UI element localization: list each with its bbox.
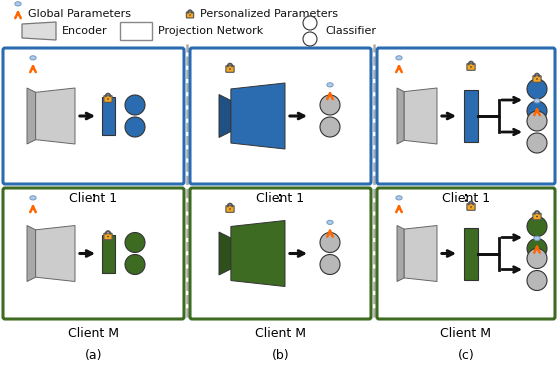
FancyBboxPatch shape	[3, 188, 184, 319]
Text: Global Parameters: Global Parameters	[28, 9, 131, 19]
Circle shape	[229, 68, 231, 70]
Circle shape	[125, 232, 145, 253]
Text: (b): (b)	[272, 349, 289, 362]
Circle shape	[125, 95, 145, 115]
Circle shape	[107, 236, 109, 237]
Circle shape	[527, 217, 547, 237]
FancyBboxPatch shape	[226, 66, 234, 72]
Circle shape	[189, 14, 191, 16]
FancyBboxPatch shape	[190, 48, 371, 184]
Circle shape	[229, 208, 231, 210]
Polygon shape	[231, 83, 285, 149]
Circle shape	[303, 32, 317, 46]
Ellipse shape	[327, 83, 333, 87]
Text: (c): (c)	[458, 349, 474, 362]
Text: Client M: Client M	[440, 327, 492, 340]
FancyBboxPatch shape	[377, 48, 555, 184]
FancyBboxPatch shape	[190, 188, 371, 319]
FancyBboxPatch shape	[226, 206, 234, 212]
Ellipse shape	[327, 220, 333, 224]
FancyBboxPatch shape	[467, 64, 475, 70]
Circle shape	[125, 254, 145, 275]
Polygon shape	[36, 88, 75, 144]
Polygon shape	[397, 225, 404, 282]
Circle shape	[527, 270, 547, 291]
Circle shape	[320, 95, 340, 115]
Circle shape	[320, 232, 340, 253]
Circle shape	[320, 254, 340, 275]
FancyBboxPatch shape	[467, 204, 475, 210]
Polygon shape	[231, 221, 285, 286]
FancyBboxPatch shape	[102, 97, 114, 135]
Circle shape	[107, 98, 109, 100]
Ellipse shape	[534, 236, 540, 240]
Ellipse shape	[396, 196, 402, 200]
Polygon shape	[219, 232, 231, 275]
FancyBboxPatch shape	[3, 48, 184, 184]
FancyBboxPatch shape	[464, 90, 478, 142]
FancyBboxPatch shape	[533, 76, 541, 82]
FancyBboxPatch shape	[104, 233, 112, 240]
Ellipse shape	[15, 2, 21, 6]
Circle shape	[527, 238, 547, 259]
Polygon shape	[27, 88, 36, 144]
Ellipse shape	[534, 99, 540, 103]
Text: Encoder: Encoder	[62, 26, 108, 36]
Text: Personalized Parameters: Personalized Parameters	[200, 9, 338, 19]
Circle shape	[527, 111, 547, 131]
Text: Projection Network: Projection Network	[158, 26, 263, 36]
Polygon shape	[22, 22, 56, 40]
FancyBboxPatch shape	[377, 188, 555, 319]
Circle shape	[125, 117, 145, 137]
Circle shape	[320, 117, 340, 137]
Text: Classifier: Classifier	[325, 26, 376, 36]
Text: Client 1: Client 1	[442, 192, 490, 205]
Polygon shape	[27, 225, 36, 282]
FancyBboxPatch shape	[186, 12, 194, 18]
FancyBboxPatch shape	[464, 228, 478, 279]
Text: Client 1: Client 1	[257, 192, 305, 205]
Circle shape	[536, 216, 538, 217]
Circle shape	[527, 133, 547, 153]
Circle shape	[470, 206, 472, 208]
Polygon shape	[397, 88, 404, 144]
FancyBboxPatch shape	[104, 96, 112, 102]
Polygon shape	[36, 225, 75, 282]
Circle shape	[536, 78, 538, 80]
Polygon shape	[404, 225, 437, 282]
Circle shape	[470, 66, 472, 68]
Circle shape	[303, 16, 317, 30]
Ellipse shape	[396, 56, 402, 60]
Circle shape	[527, 248, 547, 269]
Circle shape	[527, 79, 547, 99]
Ellipse shape	[30, 196, 36, 200]
Text: Client M: Client M	[68, 327, 119, 340]
Circle shape	[527, 101, 547, 121]
FancyBboxPatch shape	[102, 234, 114, 273]
Text: Client 1: Client 1	[69, 192, 118, 205]
FancyBboxPatch shape	[120, 22, 152, 40]
Text: (a): (a)	[85, 349, 102, 362]
Ellipse shape	[30, 56, 36, 60]
Polygon shape	[219, 94, 231, 137]
Text: Client M: Client M	[255, 327, 306, 340]
FancyBboxPatch shape	[533, 213, 541, 220]
Polygon shape	[404, 88, 437, 144]
